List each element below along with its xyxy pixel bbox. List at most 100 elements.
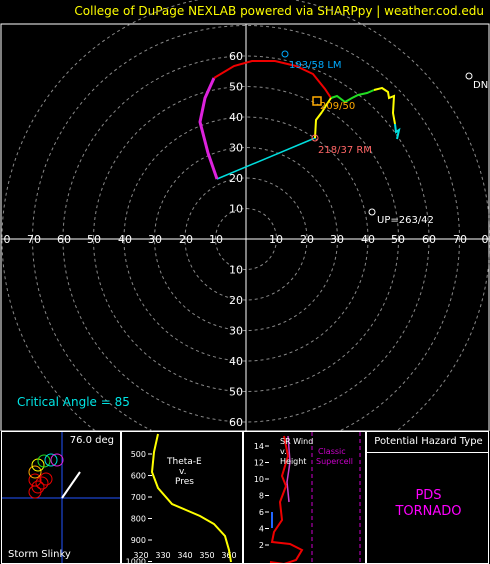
header-title: College of DuPage NEXLAB powered via SHA… <box>74 4 484 18</box>
slinky-ring <box>28 473 42 487</box>
y-axis-tick-label: 20 <box>229 172 243 185</box>
hodo-trace-yellow-inner <box>314 111 323 139</box>
theta-e-x-label: 340 <box>177 551 192 560</box>
x-axis-tick-label: 30 <box>148 233 162 246</box>
theta-e-title-2: v. <box>179 467 187 477</box>
hazard-value-line-2: TORNADO <box>395 504 462 519</box>
storm-slinky-panel: 76.0 deg Storm Slinky <box>1 431 121 564</box>
right-mover-marker <box>311 134 319 142</box>
slinky-ring <box>39 472 53 486</box>
sr-wind-y-ticks: 14 12 10 8 6 4 2 <box>254 442 269 550</box>
sr-wind-y-label: 10 <box>254 475 264 484</box>
theta-e-title-3: Pres <box>175 477 194 487</box>
theta-e-profile <box>150 433 232 563</box>
upshear-marker <box>368 208 376 216</box>
sr-wind-y-label: 14 <box>254 442 264 451</box>
theta-e-y-label: 1000 <box>126 558 146 564</box>
x-axis-tick-label: 70 <box>27 233 41 246</box>
x-axis-tick-label: 50 <box>87 233 101 246</box>
hodo-trace-yellow <box>321 97 332 113</box>
hodo-trace-red <box>213 60 332 99</box>
y-axis-tick-label: 60 <box>229 50 243 63</box>
y-axis-tick-label: 20 <box>229 294 243 307</box>
hazard-title: Potential Hazard Type <box>374 436 483 447</box>
slinky-ring <box>35 476 49 490</box>
hazard-divider <box>367 452 488 453</box>
theta-e-y-label: 500 <box>131 450 146 459</box>
supercell-label-2: Supercell <box>316 457 353 466</box>
y-axis-tick-label: 40 <box>229 111 243 124</box>
slinky-ring <box>50 453 64 467</box>
right-mover-label: 218/37 RM <box>318 145 372 156</box>
y-axis-tick-label: 30 <box>229 142 243 155</box>
hodo-trace-cyan <box>216 137 316 180</box>
sr-wind-y-label: 4 <box>259 525 264 534</box>
slinky-ring <box>44 453 58 467</box>
hazard-value-line-1: PDS <box>415 488 442 503</box>
theta-e-panel: 500 600 700 800 900 1000 320 330 340 350 360 Thet… <box>121 431 243 564</box>
slinky-ring <box>31 480 45 494</box>
theta-e-y-label: 800 <box>131 515 146 524</box>
x-axis-tick-label: 40 <box>361 233 375 246</box>
y-axis-tick-label: 30 <box>229 325 243 338</box>
theta-e-title-1: Theta-E <box>166 457 202 467</box>
x-axis-tick-label: 0 <box>482 233 489 246</box>
sr-wind-title-1: SR Wind <box>280 437 313 446</box>
hazard-panel: Potential Hazard Type PDS TORNADO <box>366 431 489 564</box>
x-axis-tick-label: 20 <box>300 233 314 246</box>
sr-wind-y-label: 6 <box>259 508 264 517</box>
sr-wind-y-label: 8 <box>259 492 264 501</box>
x-axis-tick-label: 70 <box>453 233 467 246</box>
axis-labels: 0 70 60 50 40 30 20 10 10 20 30 40 50 60 70 0 10 20 30 40 50… <box>4 50 489 429</box>
sr-wind-title-2: v. <box>280 447 287 456</box>
header-bar: College of DuPage NEXLAB powered via SHA… <box>0 0 490 24</box>
slinky-ring <box>37 454 51 468</box>
sr-wind-profile-magenta <box>286 435 291 503</box>
x-axis-tick-label: 10 <box>269 233 283 246</box>
slinky-ring <box>28 465 42 479</box>
y-axis-tick-label: 50 <box>229 81 243 94</box>
y-axis-tick-label: 50 <box>229 386 243 399</box>
downshear-label: DN <box>473 80 488 91</box>
theta-e-y-label: 900 <box>131 536 146 545</box>
theta-e-y-ticks: 500 600 700 800 900 1000 <box>126 450 152 564</box>
theta-e-x-label: 350 <box>199 551 214 560</box>
theta-e-x-label: 330 <box>155 551 170 560</box>
x-axis-tick-label: 40 <box>118 233 132 246</box>
theta-e-y-label: 700 <box>131 493 146 502</box>
mean-wind-marker <box>312 96 322 106</box>
x-axis-tick-label: 20 <box>179 233 193 246</box>
downshear-marker <box>465 72 473 80</box>
hodograph: 0 70 60 50 40 30 20 10 10 20 30 40 50 60 70 0 10 20 30 40 50… <box>0 0 490 431</box>
sr-wind-profile-red <box>269 435 304 563</box>
sr-wind-title-3: Height <box>280 457 306 466</box>
critical-angle: Critical Angle = 85 <box>17 395 130 409</box>
y-axis-tick-label: 40 <box>229 355 243 368</box>
slinky-label: Storm Slinky <box>8 549 71 560</box>
left-mover-marker <box>281 50 289 58</box>
sr-wind-y-label: 2 <box>259 541 264 550</box>
hodo-trace-green <box>330 89 375 104</box>
y-axis-tick-label: 60 <box>229 416 243 429</box>
sr-wind-y-label: 12 <box>254 459 264 468</box>
x-axis-tick-label: 10 <box>209 233 223 246</box>
hodo-trace-magenta <box>198 77 219 180</box>
x-axis-tick-label: 60 <box>57 233 71 246</box>
hodo-trace-cyan-top <box>394 123 401 140</box>
upshear-label: UP=263/42 <box>377 215 434 226</box>
x-axis-tick-label: 30 <box>330 233 344 246</box>
sr-wind-panel: 14 12 10 8 6 4 2 SR Wind v. Height Classic Sup… <box>243 431 366 564</box>
y-axis-tick-label: 10 <box>229 203 243 216</box>
theta-e-y-label: 600 <box>131 472 146 481</box>
supercell-label-1: Classic <box>318 447 346 456</box>
hodograph-frame <box>0 23 490 431</box>
theta-e-x-label: 320 <box>133 551 148 560</box>
y-axis-tick-label: 10 <box>229 264 243 277</box>
x-axis-tick-label: 50 <box>391 233 405 246</box>
slinky-plot <box>2 432 120 563</box>
hodo-trace-yellow-2 <box>373 86 396 125</box>
mean-wind-label: 209/50 <box>320 101 355 112</box>
slinky-degrees: 76.0 deg <box>69 435 114 446</box>
hazard-value: PDS TORNADO <box>367 488 488 520</box>
